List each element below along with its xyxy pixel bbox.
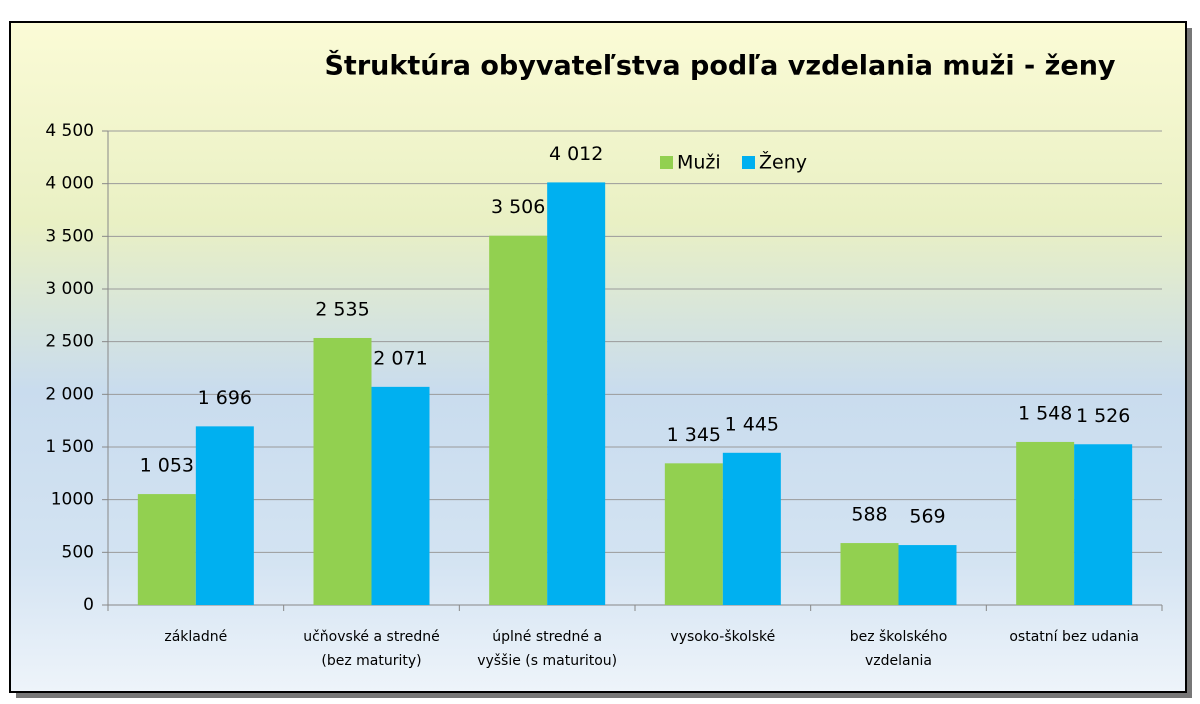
x-tick-label: ostatní bez udania — [1009, 629, 1139, 645]
chart-title: Štruktúra obyvateľstva podľa vzdelania m… — [324, 50, 1115, 82]
y-tick-label: 2 000 — [45, 384, 94, 404]
bar — [1074, 444, 1133, 605]
bar — [664, 463, 723, 605]
x-tick-label-line: vzdelania — [865, 653, 932, 669]
x-tick-label: základné — [164, 629, 227, 645]
legend-label: Muži — [677, 152, 721, 174]
value-label: 1 445 — [725, 413, 779, 435]
y-tick-label: 3 500 — [45, 226, 94, 246]
value-label: 4 012 — [549, 143, 603, 165]
y-tick-label: 500 — [62, 542, 94, 562]
x-tick-label-line: učňovské a stredné — [303, 629, 440, 645]
x-tick-label-line: základné — [164, 629, 227, 645]
value-label: 2 071 — [373, 347, 427, 369]
value-label: 588 — [851, 504, 887, 526]
x-tick-label-line: bez školského — [850, 629, 948, 645]
y-tick-label: 0 — [83, 595, 94, 615]
x-tick-label: učňovské a stredné (bez maturity) — [303, 629, 440, 669]
value-label: 1 345 — [667, 424, 721, 446]
legend-swatch — [660, 156, 673, 169]
x-tick-label-line: vyššie (s maturitou) — [477, 653, 617, 669]
y-tick-label: 1000 — [51, 490, 94, 510]
value-label: 569 — [909, 506, 945, 528]
bar — [195, 426, 254, 605]
value-label: 1 526 — [1076, 405, 1130, 427]
value-label: 3 506 — [491, 196, 545, 218]
value-label: 1 696 — [198, 387, 252, 409]
y-tick-label: 1 500 — [45, 437, 94, 457]
x-tick-label: bez školského vzdelania — [850, 629, 948, 669]
x-tick-label-line: (bez maturity) — [321, 653, 421, 669]
x-tick-label-line: vysoko-školské — [670, 629, 775, 645]
value-label: 1 548 — [1018, 402, 1072, 424]
bar — [489, 235, 548, 605]
x-tick-label-line: úplné stredné a — [492, 629, 602, 645]
bar — [1016, 441, 1075, 605]
bar — [137, 494, 196, 605]
bar — [547, 182, 606, 606]
x-tick-label: úplné stredné a vyššie (s maturitou) — [477, 629, 617, 669]
bar — [722, 452, 781, 605]
y-tick-label: 4 000 — [45, 174, 94, 194]
value-label: 1 053 — [140, 455, 194, 477]
legend-swatch — [742, 156, 755, 169]
bar — [898, 545, 957, 605]
x-tick-label-line: ostatní bez udania — [1009, 629, 1139, 645]
bar — [313, 337, 372, 605]
x-tick-label: vysoko-školské — [670, 629, 775, 645]
bar — [371, 386, 430, 605]
legend-label: Ženy — [759, 151, 807, 174]
y-tick-label: 3 000 — [45, 279, 94, 299]
bar — [840, 543, 899, 605]
y-tick-label: 2 500 — [45, 332, 94, 352]
y-tick-label: 4 500 — [45, 121, 94, 141]
value-label: 2 535 — [315, 298, 369, 320]
